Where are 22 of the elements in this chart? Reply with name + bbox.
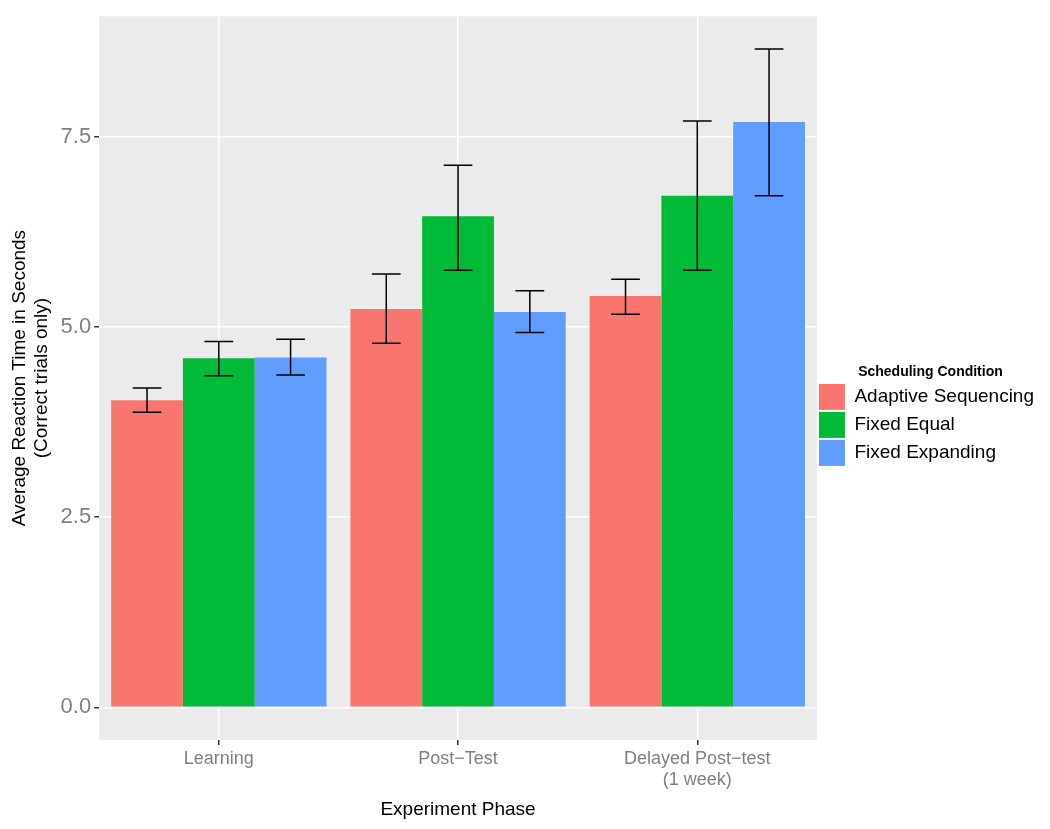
bar: [493, 311, 566, 707]
bar: [254, 357, 327, 707]
x-tick-label: Learning: [183, 747, 254, 768]
legend-label: Fixed Expanding: [854, 441, 996, 463]
bar: [111, 400, 183, 707]
bar: [182, 358, 255, 707]
x-tick-label: Delayed Post−test (1 week): [624, 747, 771, 790]
bar: [422, 216, 494, 707]
y-tick-label: 7.5: [60, 123, 92, 149]
legend-label: Adaptive Sequencing: [854, 385, 1035, 407]
bar: [589, 295, 662, 707]
legend-label: Fixed Equal: [854, 413, 955, 435]
x-axis-title: Experiment Phase: [380, 797, 536, 819]
y-tick-label: 2.5: [60, 503, 92, 529]
y-axis-title: Average Reaction Time in Seconds (Correct trials only): [7, 229, 52, 527]
x-tick-label: Post−Test: [418, 747, 498, 768]
bar: [350, 308, 423, 707]
y-tick-label: 0.0: [60, 693, 92, 719]
legend-title: Scheduling Condition: [858, 362, 1003, 379]
bar: [661, 195, 734, 707]
bar: [733, 121, 805, 707]
y-tick-label: 5.0: [60, 313, 92, 339]
